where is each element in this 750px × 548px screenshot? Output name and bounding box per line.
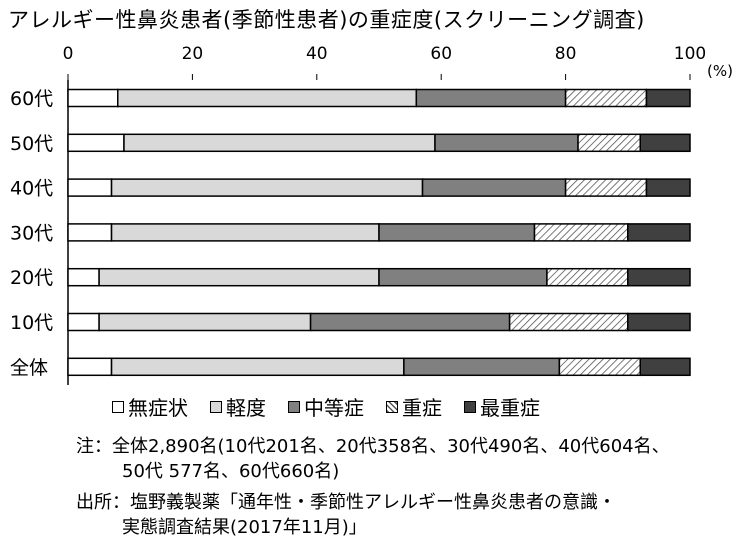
bar-segment: [421, 178, 567, 197]
category-label: 60代: [10, 88, 53, 110]
chart-title: アレルギー性鼻炎患者(季節性患者)の重症度(スクリーニング調査): [8, 8, 645, 32]
legend-swatch: [210, 400, 222, 413]
bar-segment: [67, 178, 113, 197]
note-line-1: 注：全体2,890名(10代201名、20代358名、30代490名、40代60…: [76, 436, 670, 457]
category-label: 30代: [10, 222, 53, 244]
bar-segment: [123, 133, 436, 153]
x-tick-label: 100: [674, 44, 706, 64]
bar-segment: [98, 312, 312, 332]
bar-segment: [309, 312, 511, 332]
legend-swatch: [288, 400, 300, 413]
bar-segment: [67, 88, 119, 108]
legend-item: 軽度: [210, 392, 266, 421]
bar-segment: [98, 267, 380, 287]
bar-segment: [67, 223, 113, 242]
bar-segment: [508, 312, 629, 332]
bar-segment: [533, 223, 629, 242]
bar-segment: [577, 133, 641, 153]
bar-segment: [110, 223, 380, 242]
bar-segment: [639, 357, 691, 377]
bar-segment: [415, 88, 567, 108]
bar-segment: [378, 267, 548, 287]
bar-segment: [67, 267, 100, 287]
unit-label: (%): [707, 62, 733, 80]
legend-label: 軽度: [226, 396, 266, 420]
legend-label: 中等症: [304, 396, 364, 420]
x-tick-label: 0: [63, 44, 74, 64]
legend-label: 重症: [402, 396, 442, 420]
bar-segment: [434, 133, 579, 153]
legend: 無症状 軽度 中等症 重症 最重症: [112, 392, 540, 421]
category-label: 50代: [10, 133, 53, 155]
bar-segment: [378, 223, 536, 242]
bar-segment: [639, 133, 691, 153]
source-line-2: 実態調査結果(2017年11月)」: [122, 517, 367, 538]
category-label: 10代: [10, 312, 53, 334]
bar-segment: [564, 178, 648, 197]
bar-segment: [110, 357, 405, 377]
bar-segment: [645, 178, 691, 197]
bar-segment: [403, 357, 561, 377]
x-tick-label: 40: [306, 44, 328, 64]
legend-swatch: [464, 400, 476, 413]
x-tick-label: 20: [182, 44, 204, 64]
note-line-2: 50代 577名、60代660名): [122, 461, 340, 482]
x-tick-label: 80: [555, 44, 577, 64]
bar-segment: [564, 88, 648, 108]
legend-item: 最重症: [464, 392, 540, 421]
category-label: 40代: [10, 178, 53, 200]
legend-item: 無症状: [112, 392, 188, 421]
bar-segment: [117, 88, 418, 108]
category-label: 20代: [10, 267, 53, 289]
bar-segment: [546, 267, 629, 287]
bar-segment: [67, 312, 100, 332]
bar-segment: [67, 133, 125, 153]
legend-label: 最重症: [480, 396, 540, 420]
category-label: 全体: [10, 357, 48, 379]
legend-swatch: [386, 400, 398, 413]
bar-segment: [645, 88, 691, 108]
legend-item: 中等症: [288, 392, 364, 421]
bar-segment: [627, 267, 691, 287]
legend-item: 重症: [386, 392, 442, 421]
bar-segment: [558, 357, 641, 377]
bar-segment: [627, 312, 691, 332]
bar-segment: [110, 178, 424, 197]
x-tick-label: 60: [430, 44, 452, 64]
legend-label: 無症状: [128, 396, 188, 420]
legend-swatch: [112, 400, 124, 413]
bar-segment: [627, 223, 691, 242]
bar-segment: [67, 357, 113, 377]
source-line-1: 出所：塩野義製薬「通年性・季節性アレルギー性鼻炎患者の意識・: [76, 492, 616, 513]
